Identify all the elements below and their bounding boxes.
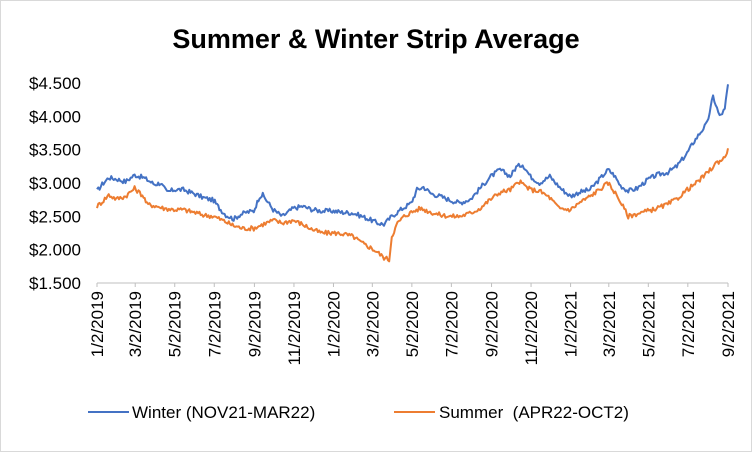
legend-label-winter: Winter (NOV21-MAR22): [132, 403, 315, 422]
x-tick-label: 7/2/2020: [442, 291, 461, 357]
series-layer: [96, 84, 729, 263]
x-tick-label: 7/2/2021: [679, 291, 698, 357]
x-axis-ticks: 1/2/2019 3/2/2019 5/2/2019 7/2/2019 9/2/2019…: [88, 283, 738, 365]
x-tick-label: 9/2/2020: [483, 291, 502, 357]
y-tick-label: $2.500: [29, 207, 81, 226]
x-tick-label: 9/2/2019: [245, 291, 264, 357]
x-tick-label: 1/2/2019: [88, 291, 107, 357]
x-tick-label: 5/2/2021: [639, 291, 658, 357]
series-line-summer: [96, 148, 729, 263]
x-tick-label: 3/2/2021: [600, 291, 619, 357]
x-tick-label: 7/2/2019: [205, 291, 224, 357]
x-tick-label: 5/2/2020: [403, 291, 422, 357]
x-tick-label: 11/2/2020: [522, 291, 541, 365]
x-tick-label: 5/2/2019: [166, 291, 185, 357]
x-tick-label: 9/2/2021: [719, 291, 738, 357]
x-tick-label: 3/2/2020: [363, 291, 382, 357]
y-tick-label: $2.000: [29, 241, 81, 260]
legend: Winter (NOV21-MAR22) Summer (APR22-OCT2): [88, 403, 629, 422]
chart-title: Summer & Winter Strip Average: [172, 24, 579, 54]
legend-label-summer: Summer (APR22-OCT2): [439, 403, 629, 422]
x-tick-label: 1/2/2021: [562, 291, 581, 357]
x-tick-label: 11/2/2019: [285, 291, 304, 365]
series-line-winter: [96, 84, 729, 227]
y-tick-label: $4.000: [29, 107, 81, 126]
y-tick-label: $3.500: [29, 141, 81, 160]
x-tick-label: 1/2/2020: [324, 291, 343, 357]
y-tick-label: $4.500: [29, 74, 81, 93]
x-tick-label: 3/2/2019: [126, 291, 145, 357]
y-tick-label: $1.500: [29, 274, 81, 293]
y-tick-label: $3.000: [29, 174, 81, 193]
y-axis-ticks: $1.500 $2.000 $2.500 $3.000 $3.500 $4.000 $4.5…: [29, 74, 81, 293]
